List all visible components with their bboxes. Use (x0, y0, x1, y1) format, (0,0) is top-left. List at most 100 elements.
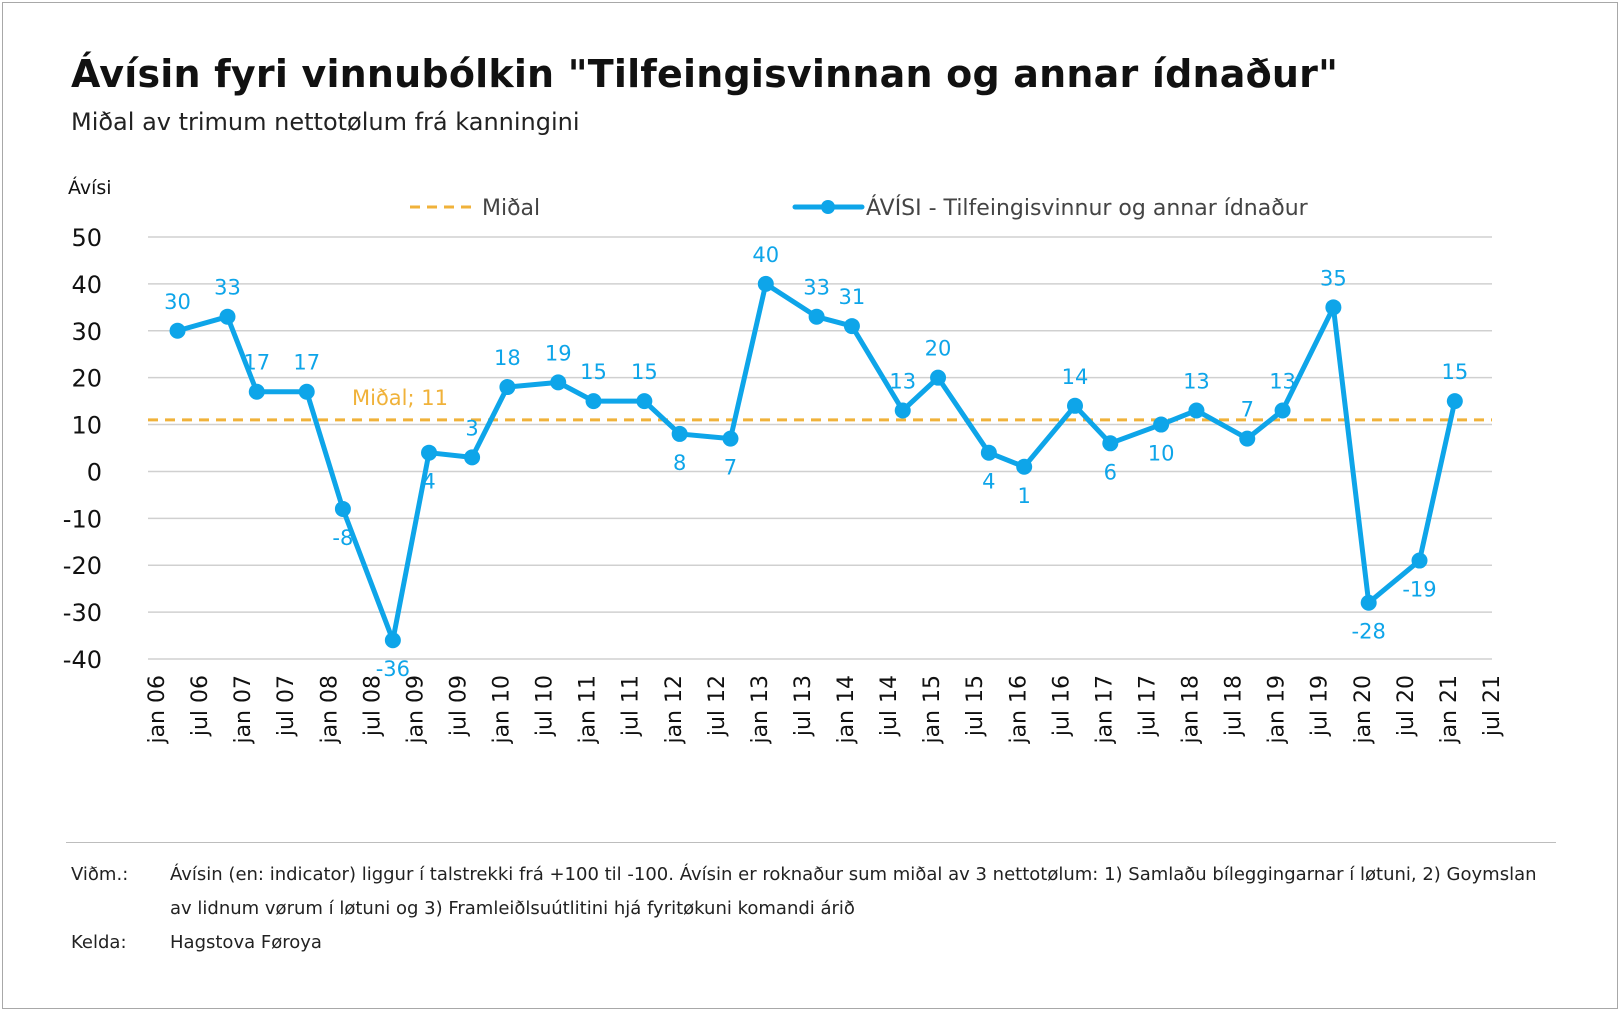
x-tick-label: jan 18 (1179, 675, 1204, 745)
x-tick-label: jul 15 (963, 675, 988, 737)
y-tick-label: -30 (63, 599, 102, 627)
x-tick-label: jan 20 (1351, 675, 1376, 745)
x-tick-label: jan 08 (317, 675, 342, 745)
data-label: -19 (1402, 578, 1436, 602)
data-label: 7 (1241, 398, 1254, 422)
x-tick-label: jul 16 (1049, 675, 1074, 737)
x-tick-label: jul 18 (1222, 675, 1247, 737)
data-point (1016, 458, 1033, 475)
x-tick-label: jul 09 (446, 675, 471, 737)
x-tick-label: jan 10 (490, 675, 515, 745)
data-label: 15 (631, 360, 658, 384)
data-point (499, 379, 516, 396)
y-tick-label: 30 (71, 318, 102, 346)
x-tick-label: jul 07 (274, 675, 299, 737)
data-label: -36 (376, 657, 410, 681)
y-tick-label: 10 (71, 412, 102, 440)
data-point (980, 444, 997, 461)
x-tick-label: jan 15 (920, 675, 945, 745)
source-label: Kelda: (71, 932, 127, 953)
x-tick-label: jan 09 (403, 675, 428, 745)
data-label: 31 (839, 285, 866, 309)
data-point (722, 430, 739, 447)
x-tick-label: jan 14 (834, 675, 859, 745)
y-tick-label: 0 (87, 458, 102, 486)
data-point (1102, 435, 1119, 452)
data-point (1239, 430, 1256, 447)
data-point (169, 322, 186, 339)
average-layer: Miðal; 11 (148, 386, 1492, 422)
data-label: 7 (724, 456, 737, 480)
data-point (334, 500, 351, 517)
data-label: 4 (982, 470, 995, 494)
x-tick-label: jul 14 (877, 675, 902, 737)
series-layer (169, 275, 1463, 649)
y-axis-title: Ávísi (68, 176, 112, 199)
data-label: 8 (673, 451, 686, 475)
chart-subtitle: Miðal av trimum nettotølum frá kanningin… (71, 108, 580, 136)
data-point (219, 308, 236, 325)
axis-layer: -40 -30 -20 -10 0 10 20 30 40 50 Ávísi jan 06 jul 06… (63, 176, 1505, 745)
data-point (1325, 299, 1342, 316)
x-tick-label: jul 21 (1480, 675, 1505, 737)
footer-divider (66, 842, 1556, 843)
x-tick-label: jul 12 (705, 675, 730, 737)
grid-layer (148, 236, 1492, 660)
data-point (550, 374, 567, 391)
source-text: Hagstova Føroya (170, 932, 322, 953)
data-label: 33 (214, 276, 241, 300)
data-point (894, 402, 911, 419)
note-label: Viðm.: (71, 864, 129, 885)
data-point (248, 383, 265, 400)
y-tick-label: -10 (63, 505, 102, 533)
data-point (671, 425, 688, 442)
chart-title: Ávísin fyri vinnubólkin "Tilfeingisvinna… (71, 52, 1339, 96)
legend: Miðal ÁVÍSI - Tilfeingisvinnur og annar í… (410, 195, 1309, 221)
data-point (757, 275, 774, 292)
data-label: 13 (1269, 369, 1296, 393)
data-label: 15 (1441, 360, 1468, 384)
data-point (1411, 552, 1428, 569)
data-point (1446, 393, 1463, 410)
data-label: 13 (889, 369, 916, 393)
data-label: 20 (925, 337, 952, 361)
data-point (930, 369, 947, 386)
data-point (585, 393, 602, 410)
y-tick-label: 50 (71, 224, 102, 252)
x-tick-label: jul 13 (791, 675, 816, 737)
data-point (1360, 594, 1377, 611)
data-label: -8 (332, 526, 353, 550)
data-label: 4 (422, 470, 435, 494)
data-point (298, 383, 315, 400)
x-tick-label: jan 07 (231, 675, 256, 745)
x-tick-label: jan 21 (1437, 675, 1462, 745)
data-label: 17 (243, 351, 270, 375)
data-point (1274, 402, 1291, 419)
data-point (1188, 402, 1205, 419)
data-point (636, 393, 653, 410)
x-tick-label: jul 19 (1308, 675, 1333, 737)
average-annotation: Miðal; 11 (352, 386, 448, 410)
x-tick-label: jan 16 (1006, 675, 1031, 745)
legend-average-label: Miðal (482, 196, 540, 221)
data-label: 40 (752, 243, 779, 267)
x-tick-label: jul 08 (360, 675, 385, 737)
x-tick-label: jan 11 (576, 675, 601, 745)
data-point (464, 449, 481, 466)
x-tick-label: jan 17 (1092, 675, 1117, 745)
data-label: 18 (494, 346, 521, 370)
data-label: 15 (580, 360, 607, 384)
data-point (1066, 397, 1083, 414)
data-label: 1 (1017, 484, 1030, 508)
data-label: 17 (293, 351, 320, 375)
data-label: 3 (465, 416, 478, 440)
data-point (843, 318, 860, 335)
x-tick-label: jul 06 (188, 675, 213, 737)
x-tick-label: jan 19 (1265, 675, 1290, 745)
data-label: -28 (1352, 620, 1386, 644)
y-tick-label: 40 (71, 271, 102, 299)
data-label: 30 (164, 290, 191, 314)
legend-series-marker (821, 200, 835, 214)
